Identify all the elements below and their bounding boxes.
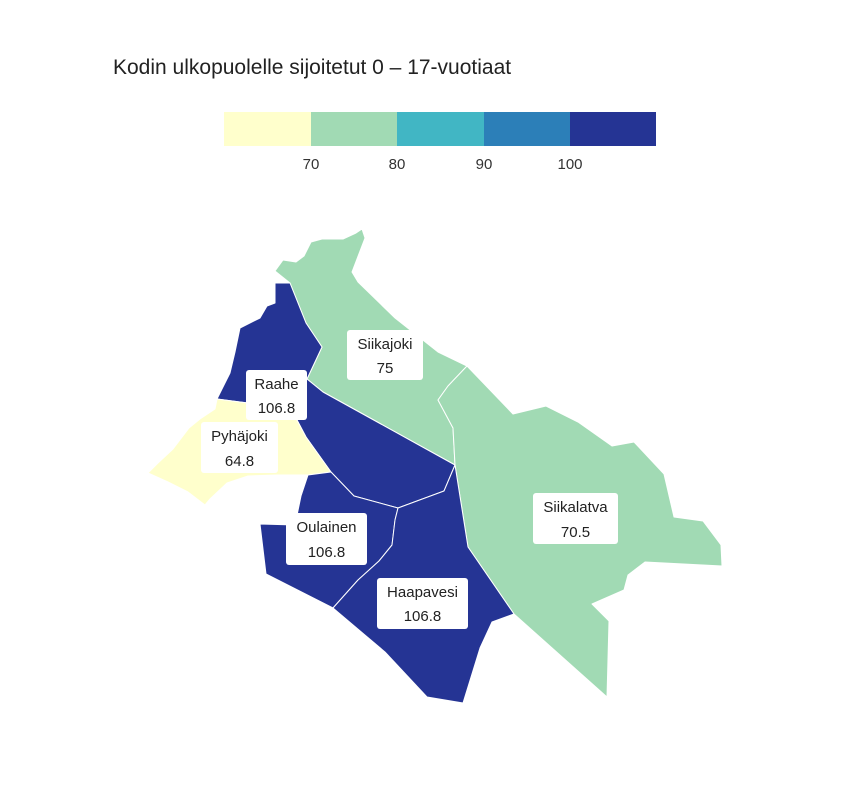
label-raahe: Raahe 106.8	[246, 370, 307, 420]
label-value-pyhajoki: 64.8	[225, 453, 254, 470]
legend-tick-80: 80	[389, 156, 406, 173]
label-box-raahe	[246, 370, 307, 420]
legend-bin-3	[397, 112, 484, 146]
label-value-raahe: 106.8	[258, 400, 296, 417]
region-labels: Siikajoki 75 Siikalatva 70.5 Raahe 106.8…	[201, 330, 618, 629]
legend-bin-5	[570, 112, 656, 146]
legend-tick-70: 70	[303, 156, 320, 173]
label-box-pyhajoki	[201, 422, 278, 473]
label-pyhajoki: Pyhäjoki 64.8	[201, 422, 278, 473]
label-name-raahe: Raahe	[254, 376, 298, 393]
map-title: Kodin ulkopuolelle sijoitetut 0 – 17-vuo…	[113, 56, 512, 79]
label-box-siikajoki	[347, 330, 423, 380]
label-value-siikalatva: 70.5	[561, 524, 590, 541]
label-name-siikalatva: Siikalatva	[543, 499, 608, 516]
label-oulainen: Oulainen 106.8	[286, 513, 367, 565]
label-name-siikajoki: Siikajoki	[357, 336, 412, 353]
label-siikajoki: Siikajoki 75	[347, 330, 423, 380]
legend-bin-2	[311, 112, 397, 146]
label-name-haapavesi: Haapavesi	[387, 584, 458, 601]
label-box-siikalatva	[533, 493, 618, 544]
legend-bin-1	[224, 112, 311, 146]
label-box-oulainen	[286, 513, 367, 565]
label-value-haapavesi: 106.8	[404, 608, 442, 625]
label-siikalatva: Siikalatva 70.5	[533, 493, 618, 544]
legend-tick-100: 100	[557, 156, 582, 173]
label-box-haapavesi	[377, 578, 468, 629]
label-name-pyhajoki: Pyhäjoki	[211, 428, 268, 445]
legend-bin-4	[484, 112, 570, 146]
legend: 70 80 90 100	[224, 112, 656, 173]
label-value-oulainen: 106.8	[308, 544, 346, 561]
label-value-siikajoki: 75	[377, 360, 394, 377]
label-name-oulainen: Oulainen	[296, 519, 356, 536]
label-haapavesi: Haapavesi 106.8	[377, 578, 468, 629]
legend-tick-90: 90	[476, 156, 493, 173]
